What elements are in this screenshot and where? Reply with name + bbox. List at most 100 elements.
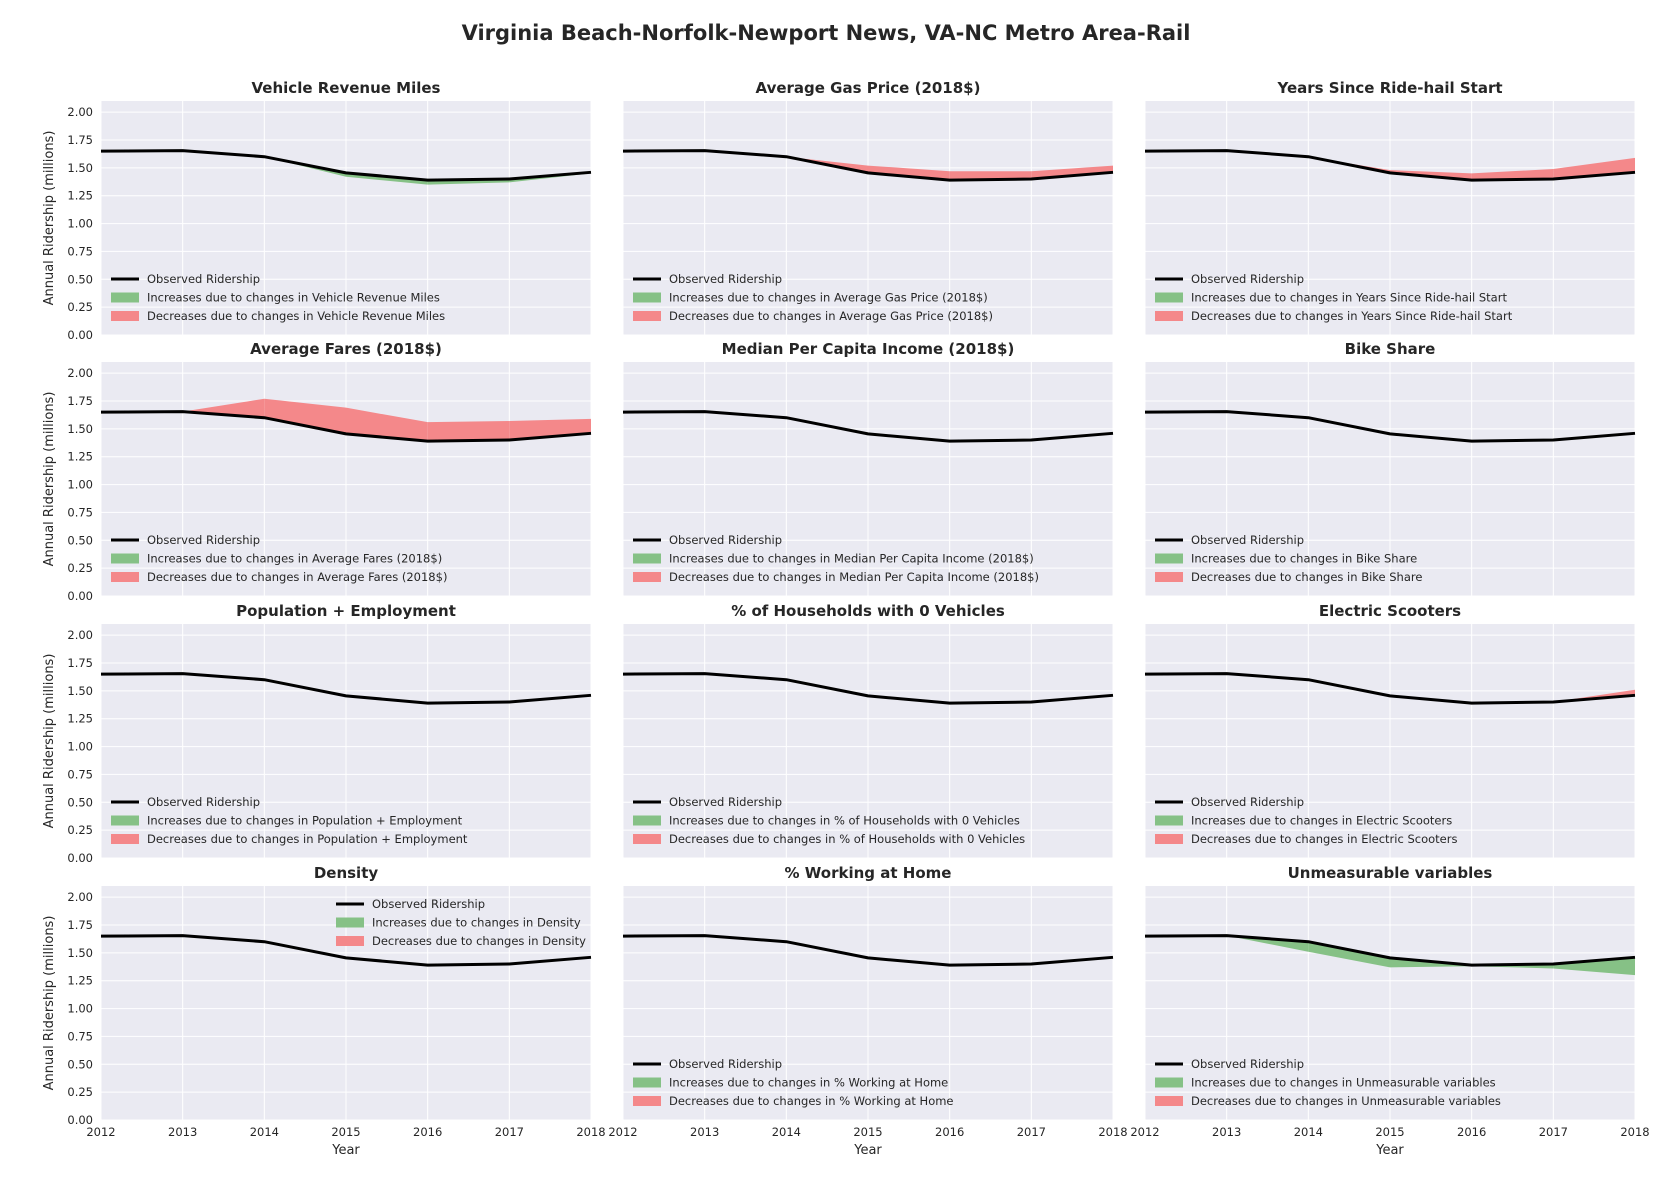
panel-title: % Working at Home [785, 864, 952, 882]
panel-title: Average Fares (2018$) [250, 340, 442, 358]
y-axis-label: Annual Ridership (millions) [42, 131, 57, 306]
x-axis-label: Year [1375, 1143, 1404, 1158]
legend-decrease-label: Decreases due to changes in Electric Sco… [1191, 832, 1457, 846]
y-tick-label: 1.50 [67, 684, 93, 698]
legend-decrease-label: Decreases due to changes in Average Fare… [147, 570, 447, 584]
y-tick-label: 0.50 [67, 533, 93, 547]
panel-9: Electric Scooters Observed Ridership Incre… [1144, 602, 1636, 859]
panel-title: % of Households with 0 Vehicles [731, 602, 1005, 620]
legend: Observed Ridership Increases due to chang… [1155, 1057, 1501, 1108]
decrease-area [1031, 165, 1113, 179]
panel-12: Unmeasurable variables 2012 2013 2014 2015 20… [1130, 864, 1649, 1158]
y-tick-label: 1.25 [67, 712, 93, 726]
y-tick-label: 2.00 [67, 366, 93, 380]
y-tick-label: 1.75 [67, 918, 93, 932]
y-tick-label: 0.00 [67, 851, 93, 865]
legend-increase-swatch [1155, 1077, 1183, 1088]
observed-ridership-line [622, 149, 1114, 182]
y-tick-label: 0.75 [67, 505, 93, 519]
y-tick-label: 1.50 [67, 946, 93, 960]
observed-ridership-line [622, 672, 1114, 705]
x-tick-label: 2014 [1294, 1125, 1323, 1139]
y-tick-label: 2.00 [67, 628, 93, 642]
legend-decrease-label: Decreases due to changes in Years Since … [1191, 309, 1513, 323]
decrease-area [1471, 168, 1554, 181]
legend: Observed Ridership Increases due to chang… [336, 897, 586, 948]
legend-decrease-label: Decreases due to changes in Unmeasurable… [1191, 1094, 1501, 1108]
y-tick-label: 0.50 [67, 272, 93, 286]
decrease-area [346, 407, 428, 442]
panel-3: Years Since Ride-hail Start Observed Ride… [1144, 79, 1636, 336]
legend-observed-label: Observed Ridership [669, 795, 782, 809]
y-tick-label: 0.75 [67, 1029, 93, 1043]
y-tick-label: 2.00 [67, 890, 93, 904]
y-tick-label: 0.50 [67, 795, 93, 809]
x-tick-label: 2015 [1375, 1125, 1404, 1139]
legend-increase-label: Increases due to changes in Unmeasurable… [1191, 1076, 1496, 1090]
observed-ridership-line [1144, 934, 1636, 967]
legend-decrease-label: Decreases due to changes in % of Househo… [669, 832, 1025, 846]
legend-increase-label: Increases due to changes in Electric Sco… [1191, 814, 1452, 828]
x-tick-label: 2017 [1539, 1125, 1568, 1139]
legend-observed-label: Observed Ridership [1191, 272, 1304, 286]
increase-area [1308, 941, 1390, 968]
panel-title: Average Gas Price (2018$) [756, 79, 981, 97]
observed-ridership-line [100, 410, 592, 443]
observed-ridership-line [100, 934, 592, 967]
legend-decrease-swatch [1155, 834, 1183, 844]
legend-increase-swatch [1155, 815, 1183, 826]
x-tick-label: 2018 [1620, 1125, 1649, 1139]
y-tick-label: 0.00 [67, 589, 93, 603]
figure-title: Virginia Beach-Norfolk-Newport News, VA-… [462, 21, 1191, 45]
panel-title: Years Since Ride-hail Start [1276, 79, 1502, 97]
panel-title: Density [314, 864, 379, 882]
panel-title: Bike Share [1345, 340, 1436, 358]
legend-observed-label: Observed Ridership [669, 1057, 782, 1071]
legend: Observed Ridership Increases due to chang… [111, 795, 468, 846]
legend-decrease-swatch [1155, 1096, 1183, 1106]
legend-increase-label: Increases due to changes in Vehicle Reve… [147, 291, 440, 305]
legend-increase-swatch [1155, 553, 1183, 564]
observed-ridership-line [1144, 672, 1636, 705]
legend: Observed Ridership Increases due to chang… [111, 272, 445, 323]
legend-decrease-swatch [633, 834, 661, 844]
legend-decrease-swatch [633, 1096, 661, 1106]
x-tick-label: 2012 [1130, 1125, 1159, 1139]
legend-observed-label: Observed Ridership [669, 533, 782, 547]
x-tick-label: 2018 [576, 1125, 605, 1139]
y-tick-label: 1.75 [67, 133, 93, 147]
legend-increase-label: Increases due to changes in Population +… [147, 814, 463, 828]
y-tick-label: 1.25 [67, 974, 93, 988]
y-tick-label: 0.25 [67, 300, 93, 314]
y-tick-label: 0.75 [67, 244, 93, 258]
y-tick-label: 1.25 [67, 450, 93, 464]
y-axis-label: Annual Ridership (millions) [42, 654, 57, 829]
y-tick-label: 0.25 [67, 561, 93, 575]
panel-6: Bike Share Observed Ridership Increases du… [1144, 340, 1636, 597]
y-tick-label: 0.25 [67, 823, 93, 837]
x-tick-label: 2012 [86, 1125, 115, 1139]
panel-10: Density 0.00 0.25 0.50 0.75 1.00 1.25 1.50 1.75 2… [42, 864, 606, 1158]
x-tick-label: 2013 [168, 1125, 197, 1139]
increase-area [1226, 935, 1309, 952]
legend-increase-swatch [1155, 292, 1183, 303]
legend-increase-swatch [633, 815, 661, 826]
panel-title: Unmeasurable variables [1288, 864, 1493, 882]
legend-increase-swatch [111, 292, 139, 303]
decrease-area [868, 165, 950, 181]
legend: Observed Ridership Increases due to chang… [633, 533, 1039, 584]
legend: Observed Ridership Increases due to chang… [1155, 795, 1457, 846]
legend-decrease-swatch [111, 311, 139, 321]
legend-observed-label: Observed Ridership [1191, 533, 1304, 547]
legend-increase-label: Increases due to changes in Average Gas … [669, 291, 988, 305]
y-tick-label: 1.75 [67, 394, 93, 408]
y-tick-label: 0.00 [67, 328, 93, 342]
legend-increase-swatch [633, 553, 661, 564]
legend-increase-label: Increases due to changes in Average Fare… [147, 552, 442, 566]
y-tick-label: 1.00 [67, 740, 93, 754]
legend-increase-swatch [633, 292, 661, 303]
legend-increase-swatch [111, 815, 139, 826]
legend-increase-label: Increases due to changes in Bike Share [1191, 552, 1417, 566]
y-tick-label: 1.75 [67, 656, 93, 670]
